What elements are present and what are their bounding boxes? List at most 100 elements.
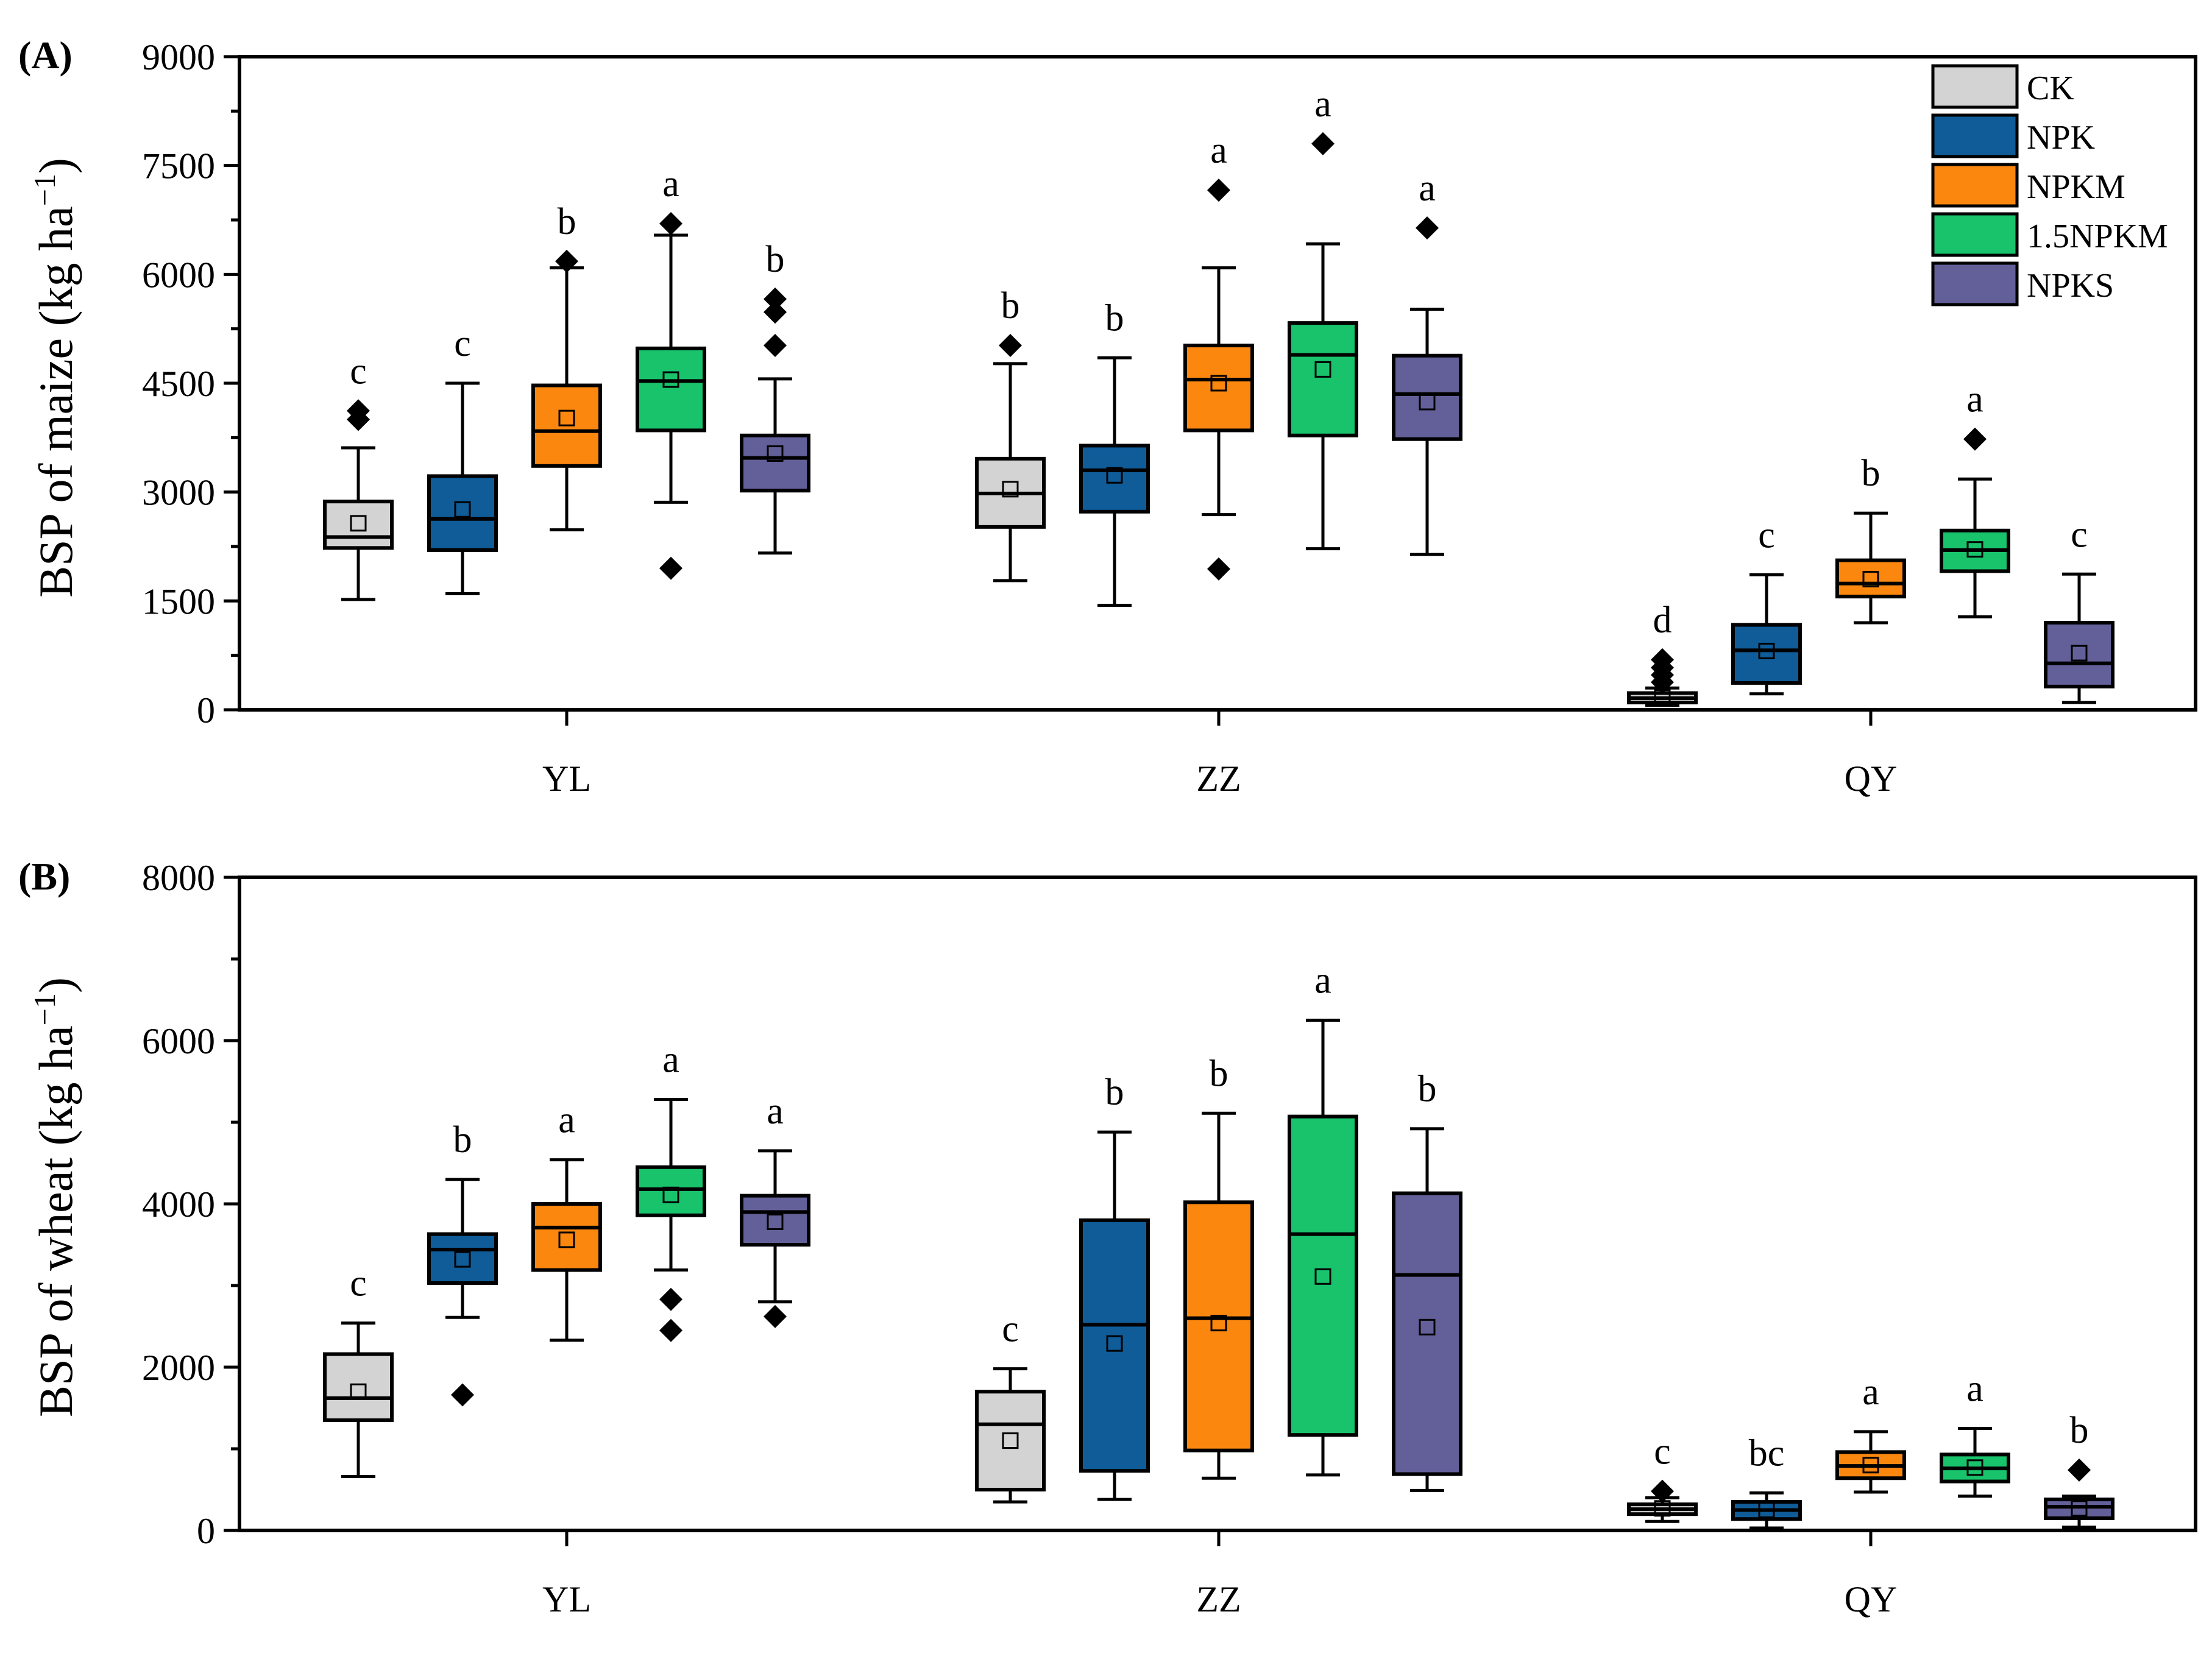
mean-marker — [1314, 361, 1331, 378]
legend-label-npk: NPK — [2027, 119, 2095, 157]
iqr-box — [427, 1232, 498, 1285]
significance-letter: b — [766, 239, 785, 280]
y-tick-label: 0 — [197, 1511, 215, 1551]
iqr-box — [323, 1352, 394, 1423]
significance-letter: c — [1002, 1309, 1019, 1350]
legend-swatch-npk — [1931, 113, 2019, 158]
mean-marker — [558, 409, 575, 426]
box-qy-npk: c — [1731, 514, 1802, 696]
y-tick-label: 8000 — [142, 858, 215, 898]
mean-marker — [1419, 394, 1436, 411]
box-zz-npk: b — [1079, 1072, 1150, 1501]
box-qy-npk: bc — [1731, 1432, 1802, 1530]
iqr-box — [1835, 558, 1906, 599]
iqr-box — [1731, 623, 1802, 685]
box-qy-npkm: b — [1835, 453, 1906, 624]
outlier-point — [1963, 427, 1987, 451]
y-tick-label: 4000 — [142, 1184, 215, 1225]
iqr-box — [323, 500, 394, 550]
y-tick-label: 4500 — [142, 364, 215, 404]
outlier-point — [1207, 557, 1230, 581]
iqr-box — [636, 346, 706, 433]
panel-wheat: (B) BSP of wheat (kg ha−1) 0 2000 4000 6000… — [18, 855, 2197, 1619]
category-label-yl: YL — [542, 1579, 591, 1619]
outlier-point — [451, 1383, 474, 1407]
iqr-box — [427, 474, 498, 552]
mean-marker — [1106, 1335, 1123, 1352]
significance-letter: a — [1314, 960, 1331, 1002]
mean-marker — [1210, 1315, 1227, 1332]
mean-marker — [662, 371, 679, 388]
legend-label-npks: NPKS — [2027, 267, 2114, 305]
significance-letter: d — [1653, 600, 1672, 641]
mean-marker — [558, 1231, 575, 1248]
mean-marker — [1002, 1432, 1019, 1449]
significance-letter: a — [1966, 1368, 1983, 1410]
outlier-point — [1416, 216, 1439, 240]
mean-marker — [767, 1213, 784, 1230]
category-labels-wheat: YL ZZ QY — [542, 1530, 1897, 1619]
category-label-qy: QY — [1845, 1579, 1898, 1619]
y-ticks-wheat: 0 2000 4000 6000 8000 — [142, 858, 239, 1551]
outlier-point — [1651, 648, 1674, 671]
box-qy-ck: c — [1627, 1431, 1698, 1523]
y-axis-title-maize-main: BSP of maize (kg ha — [29, 206, 82, 598]
mean-marker — [1862, 571, 1879, 588]
box-zz-npk: b — [1079, 297, 1150, 607]
outlier-point — [1651, 1479, 1674, 1503]
iqr-box — [2044, 621, 2115, 688]
mean-marker — [350, 1383, 367, 1400]
outlier-point — [1311, 132, 1335, 155]
mean-marker — [767, 445, 784, 462]
iqr-box — [1183, 344, 1254, 433]
legend-label-1-5npkm: 1.5NPKM — [2027, 218, 2168, 255]
significance-letter: b — [1210, 1053, 1228, 1094]
y-tick-label: 9000 — [142, 37, 215, 77]
mean-marker — [1210, 375, 1227, 392]
legend-swatch-npks — [1931, 261, 2019, 306]
significance-letter: a — [662, 163, 679, 205]
mean-marker — [1966, 1459, 1983, 1476]
outlier-point — [764, 300, 787, 324]
mean-marker — [1758, 643, 1775, 660]
iqr-box — [1079, 444, 1150, 514]
panel-maize: (A) BSP of maize (kg ha−1) 0 1500 3000 4500… — [18, 34, 2197, 799]
legend-label-ck: CK — [2027, 69, 2074, 107]
box-zz-ck: b — [975, 285, 1046, 582]
significance-letter: c — [2071, 514, 2088, 555]
outlier-point — [764, 1304, 787, 1328]
outlier-point — [659, 1318, 682, 1342]
outlier-point — [659, 1287, 682, 1311]
box-qy-npks: b — [2044, 1410, 2115, 1529]
box-yl-npkm: a — [531, 1100, 602, 1342]
iqr-box — [1288, 1114, 1358, 1437]
significance-letter: c — [350, 350, 367, 392]
mean-marker — [350, 515, 367, 532]
mean-marker — [1002, 481, 1019, 498]
y-axis-title-wheat-main: BSP of wheat (kg ha — [29, 1025, 82, 1417]
mean-marker — [662, 1186, 679, 1203]
y-ticks-maize: 0 1500 3000 4500 6000 7500 9000 — [142, 37, 239, 730]
significance-letter: a — [1210, 130, 1227, 171]
iqr-box — [636, 1165, 706, 1217]
mean-marker — [1314, 1268, 1331, 1285]
significance-letter: c — [350, 1263, 367, 1304]
category-label-qy: QY — [1845, 759, 1898, 799]
y-axis-title-wheat-sup: −1 — [27, 993, 62, 1025]
panel-label-b: (B) — [18, 855, 70, 898]
y-axis-title-maize: BSP of maize (kg ha−1) — [27, 158, 82, 598]
box-yl-1-5npkm: a — [636, 1039, 706, 1342]
box-yl-npks: b — [740, 239, 810, 555]
significance-letter: a — [1314, 83, 1331, 125]
mean-marker — [1966, 541, 1983, 558]
box-yl-npkm: b — [531, 201, 602, 532]
iqr-box — [531, 1202, 602, 1272]
significance-letter: a — [558, 1100, 575, 1141]
mean-marker — [2071, 1500, 2088, 1517]
significance-letter: a — [1862, 1371, 1879, 1413]
y-axis-title-wheat: BSP of wheat (kg ha−1) — [27, 977, 82, 1417]
y-tick-label: 6000 — [142, 255, 215, 295]
iqr-box — [1079, 1218, 1150, 1473]
legend: CK NPK NPKM 1.5NPKM NPKS — [1931, 64, 2168, 306]
